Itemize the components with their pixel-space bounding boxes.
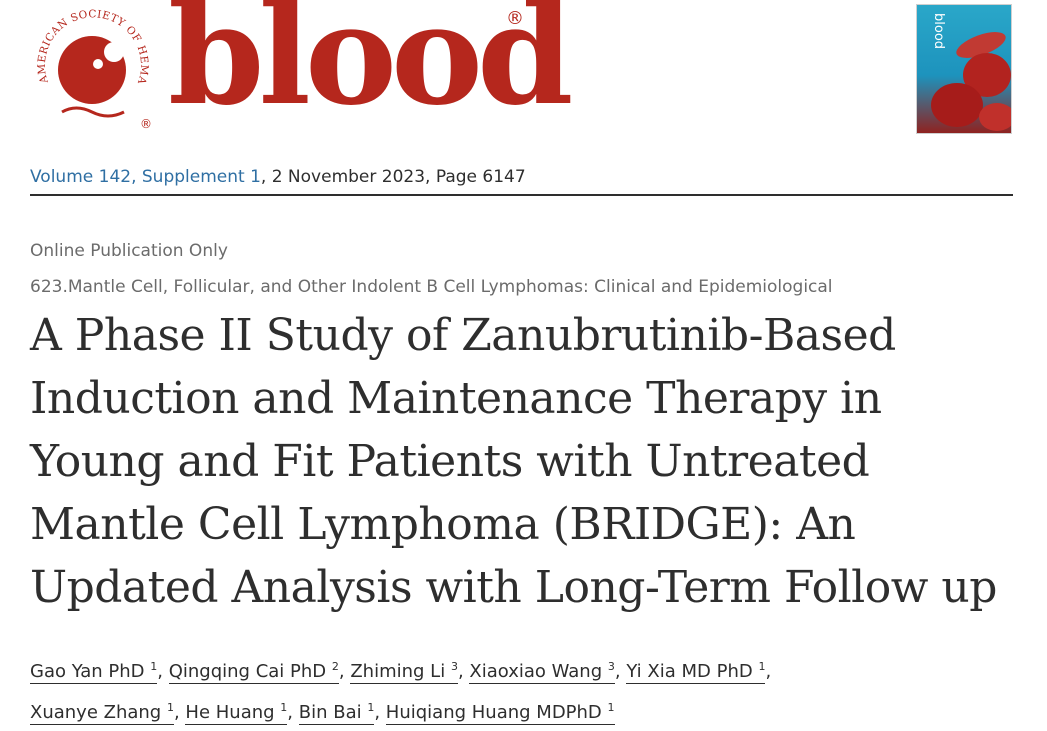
- title-line: Mantle Cell Lymphoma (BRIDGE): An: [30, 499, 856, 550]
- affiliation-ref: 1: [367, 701, 375, 714]
- header-divider: [30, 194, 1013, 196]
- author-link[interactable]: Huiqiang Huang MDPhD 1: [385, 701, 615, 725]
- issue-link[interactable]: Volume 142, Supplement 1: [30, 167, 261, 187]
- publication-type: Online Publication Only: [30, 241, 228, 261]
- ash-seal-logo: AMERICAN SOCIETY OF HEMATOLOGY ®: [28, 4, 152, 131]
- title-line: Updated Analysis with Long-Term Follow u…: [30, 562, 997, 613]
- cover-art: blood: [931, 13, 1011, 131]
- author-link[interactable]: Xuanye Zhang 1: [30, 701, 174, 725]
- title-line: Young and Fit Patients with Untreated: [30, 436, 870, 487]
- author-list: Gao Yan PhD 1, Qingqing Cai PhD 2, Zhimi…: [30, 660, 772, 725]
- blood-wordmark[interactable]: blood: [168, 0, 573, 136]
- session-category: 623.Mantle Cell, Follicular, and Other I…: [30, 277, 833, 297]
- seal-reg-mark: ®: [140, 117, 152, 131]
- affiliation-ref: 3: [450, 660, 458, 673]
- affiliation-ref: 1: [607, 701, 615, 714]
- cover-brand: blood: [931, 13, 946, 49]
- author-link[interactable]: Xiaoxiao Wang 3: [469, 660, 615, 684]
- author-link[interactable]: Zhiming Li 3: [350, 660, 458, 684]
- affiliation-ref: 1: [758, 660, 766, 673]
- title-line: A Phase II Study of Zanubrutinib-Based: [30, 310, 896, 361]
- affiliation-ref: 3: [607, 660, 615, 673]
- registered-mark: ®: [506, 8, 524, 29]
- author-link[interactable]: Yi Xia MD PhD 1: [626, 660, 766, 684]
- author-link[interactable]: He Huang 1: [185, 701, 288, 725]
- article-title: A Phase II Study of Zanubrutinib-Based I…: [30, 304, 1020, 619]
- author-link[interactable]: Gao Yan PhD 1: [30, 660, 158, 684]
- author-link[interactable]: Qingqing Cai PhD 2: [168, 660, 339, 684]
- affiliation-ref: 1: [280, 701, 288, 714]
- affiliation-ref: 2: [331, 660, 339, 673]
- title-line: Induction and Maintenance Therapy in: [30, 373, 882, 424]
- author-link[interactable]: Bin Bai 1: [298, 701, 375, 725]
- affiliation-ref: 1: [166, 701, 174, 714]
- journal-cover-thumbnail[interactable]: blood: [916, 4, 1012, 134]
- issue-citation: Volume 142, Supplement 1, 2 November 202…: [30, 167, 526, 187]
- citation-details: , 2 November 2023, Page 6147: [260, 167, 526, 187]
- affiliation-ref: 1: [150, 660, 158, 673]
